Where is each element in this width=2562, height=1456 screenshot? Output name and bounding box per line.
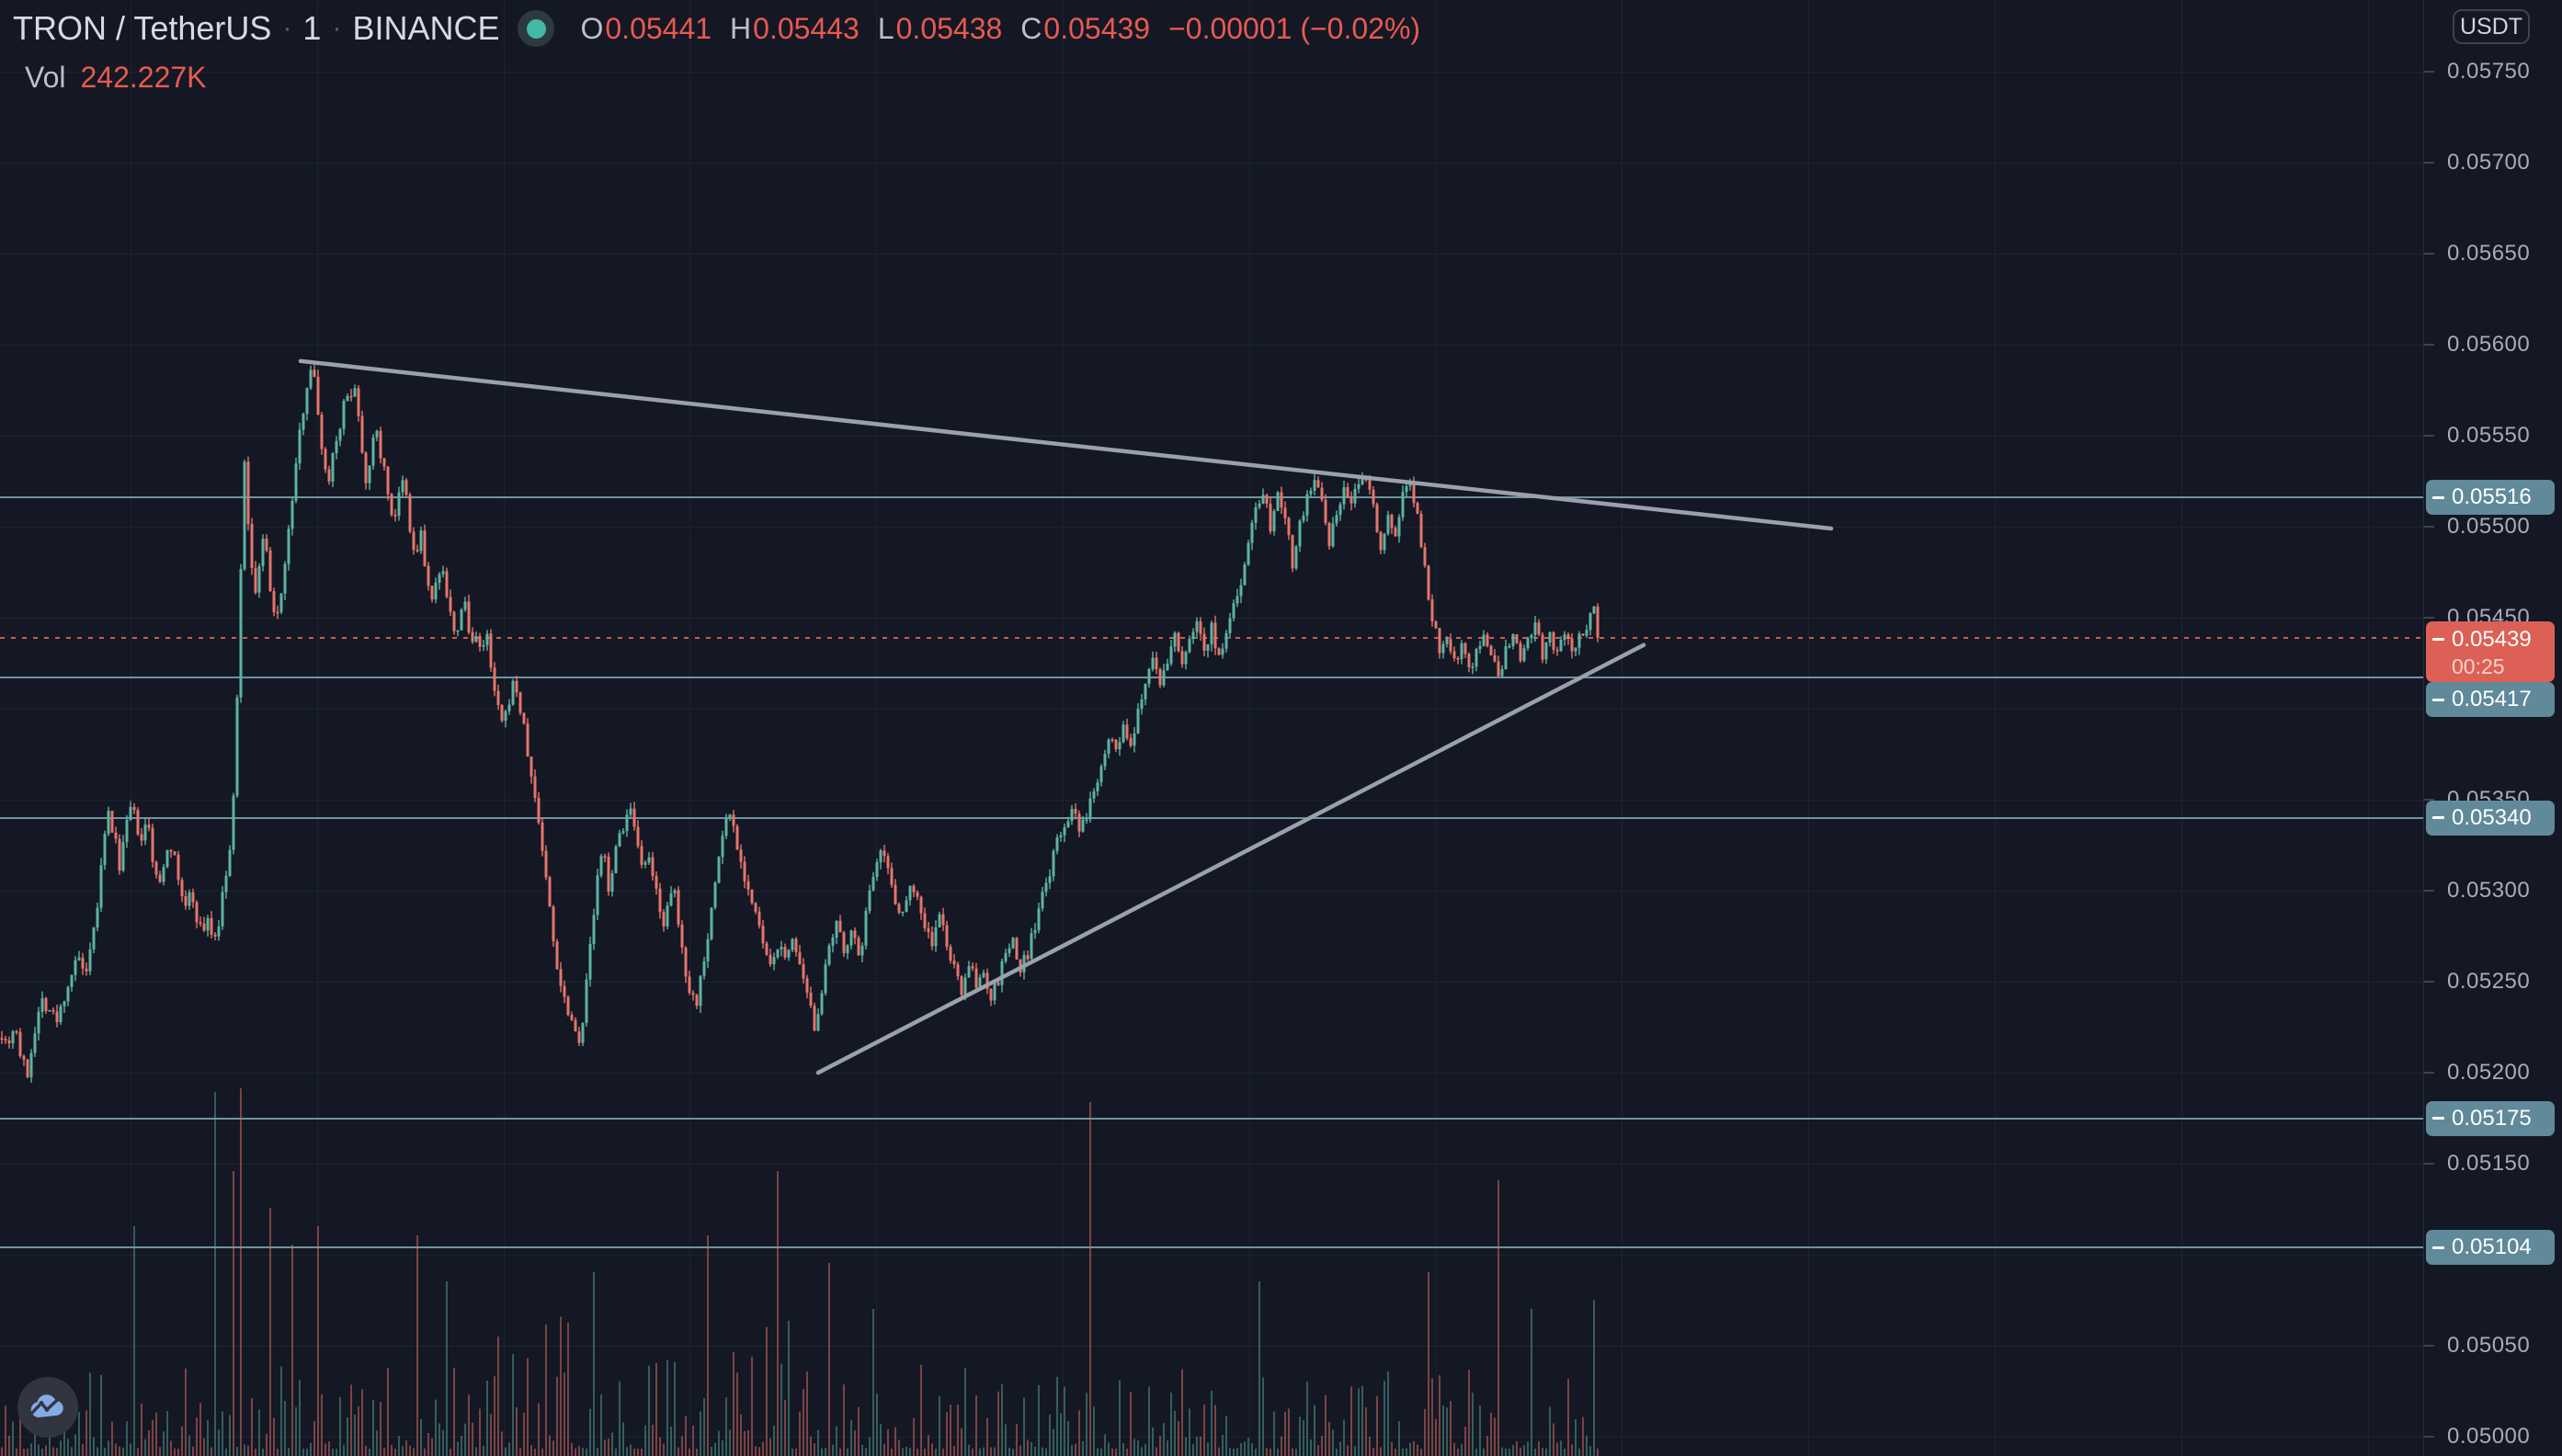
horizontal-price-level-line[interactable] xyxy=(0,1246,2424,1249)
separator-dot: · xyxy=(332,13,342,43)
axis-tick-dash xyxy=(2424,253,2434,255)
axis-tick-dash xyxy=(2424,435,2434,437)
bar-countdown: 00:25 xyxy=(2452,654,2505,678)
trendline-descending-resistance[interactable] xyxy=(298,358,1834,531)
horizontal-price-level-line[interactable] xyxy=(0,496,2424,499)
axis-tick-dash xyxy=(2424,981,2434,983)
gridline-horizontal xyxy=(0,1164,2424,1165)
gridline-horizontal xyxy=(0,1255,2424,1256)
gridline-horizontal xyxy=(0,163,2424,164)
gridline-vertical xyxy=(317,0,318,1456)
gridline-vertical xyxy=(1995,0,1996,1456)
market-status-icon[interactable] xyxy=(518,10,555,47)
price-level-label: 0.05340 xyxy=(2426,800,2555,836)
horizontal-price-level-line[interactable] xyxy=(0,1117,2424,1120)
gridline-horizontal xyxy=(0,709,2424,710)
volume-indicator: Vol 242.227K xyxy=(25,61,207,95)
interval-value[interactable]: 1 xyxy=(302,9,322,47)
axis-tick-label: 0.05300 xyxy=(2447,878,2531,903)
trendlines[interactable] xyxy=(298,358,1834,1075)
axis-tick-dash xyxy=(2424,1072,2434,1074)
close-value: C0.05439 xyxy=(1020,11,1151,45)
chart-legend: TRON / TetherUS · 1 · BINANCE O0.05441 H… xyxy=(13,7,1420,94)
horizontal-price-level-line[interactable] xyxy=(0,677,2424,679)
axis-tick-label: 0.05700 xyxy=(2447,150,2531,175)
gridline-vertical xyxy=(876,0,877,1456)
gridline-horizontal xyxy=(0,982,2424,983)
current-price-label: 0.05439 00:25 xyxy=(2426,620,2555,682)
price-level-label: 0.05417 xyxy=(2426,682,2555,717)
axis-tick-dash xyxy=(2424,1163,2434,1165)
gridline-horizontal xyxy=(0,800,2424,801)
gridline-vertical xyxy=(504,0,505,1456)
gridline-vertical xyxy=(1249,0,1250,1456)
market-status-dot xyxy=(526,18,546,39)
gridline-vertical xyxy=(2181,0,2182,1456)
ohlc-values: O0.05441 H0.05443 L0.05438 C0.05439 −0.0… xyxy=(580,12,1420,46)
gridline-vertical xyxy=(1436,0,1437,1456)
axis-tick-dash xyxy=(2424,617,2434,619)
axis-tick-label: 0.05150 xyxy=(2447,1151,2531,1176)
gridline-vertical xyxy=(1063,0,1064,1456)
currency-toggle-button[interactable]: USDT xyxy=(2453,9,2530,44)
gridline-vertical xyxy=(1808,0,1809,1456)
axis-tick-label: 0.05050 xyxy=(2447,1333,2531,1358)
axis-tick-label: 0.05200 xyxy=(2447,1060,2531,1085)
tradingview-logo[interactable] xyxy=(17,1377,78,1438)
price-axis[interactable]: USDT 0.05750 0.05700 0.05650 0.05600 0.05550… xyxy=(2423,0,2562,1456)
price-level-label: 0.05175 xyxy=(2426,1100,2555,1136)
axis-tick-label: 0.05650 xyxy=(2447,241,2531,266)
gridline-horizontal xyxy=(0,254,2424,255)
axis-tick-dash xyxy=(2424,1436,2434,1438)
exchange-name[interactable]: BINANCE xyxy=(352,9,500,47)
volume-bars xyxy=(1,1088,1599,1456)
gridline-horizontal xyxy=(0,1346,2424,1347)
low-value: L0.05438 xyxy=(877,11,1003,45)
axis-tick-dash xyxy=(2424,526,2434,528)
gridline-horizontal xyxy=(0,891,2424,892)
gridline-horizontal xyxy=(0,72,2424,73)
axis-tick-dash xyxy=(2424,162,2434,164)
axis-tick-label: 0.05000 xyxy=(2447,1424,2531,1449)
gridline-horizontal xyxy=(0,1437,2424,1438)
axis-tick-dash xyxy=(2424,71,2434,73)
separator-dot: · xyxy=(282,13,292,43)
price-level-label: 0.05516 xyxy=(2426,480,2555,516)
gridline-horizontal xyxy=(0,436,2424,437)
axis-tick-label: 0.05250 xyxy=(2447,969,2531,994)
horizontal-price-level-line[interactable] xyxy=(0,816,2424,819)
cloud-chart-icon xyxy=(30,1394,63,1417)
gridline-horizontal xyxy=(0,527,2424,528)
axis-tick-label: 0.05600 xyxy=(2447,332,2531,357)
change-value: −0.00001 (−0.02%) xyxy=(1168,11,1421,45)
axis-tick-label: 0.05550 xyxy=(2447,423,2531,448)
price-level-label: 0.05104 xyxy=(2426,1230,2555,1266)
symbol-title[interactable]: TRON / TetherUS xyxy=(13,9,272,47)
gridline-vertical xyxy=(2368,0,2369,1456)
axis-tick-dash xyxy=(2424,890,2434,892)
gridline-horizontal xyxy=(0,618,2424,619)
axis-tick-dash xyxy=(2424,799,2434,801)
gridline-vertical xyxy=(689,0,690,1456)
gridline-vertical xyxy=(1622,0,1623,1456)
axis-tick-dash xyxy=(2424,344,2434,346)
trendline-ascending-support[interactable] xyxy=(815,643,1646,1075)
volume-label[interactable]: Vol xyxy=(25,61,66,94)
open-value: O0.05441 xyxy=(580,11,712,45)
candlestick-series xyxy=(0,364,1600,1083)
axis-tick-dash xyxy=(2424,1345,2434,1347)
volume-value: 242.227K xyxy=(80,61,207,94)
current-price-value: 0.05439 xyxy=(2452,626,2532,652)
high-value: H0.05443 xyxy=(730,11,860,45)
gridline-horizontal xyxy=(0,345,2424,346)
axis-tick-label: 0.05500 xyxy=(2447,514,2531,539)
axis-tick-label: 0.05750 xyxy=(2447,59,2531,84)
gridline-horizontal xyxy=(0,1073,2424,1074)
